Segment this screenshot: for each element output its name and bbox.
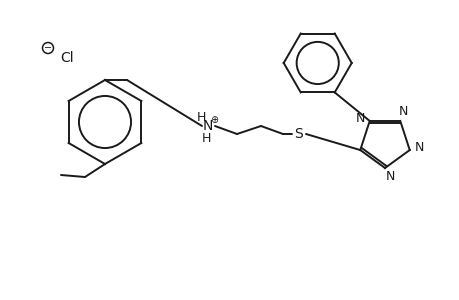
Text: H: H xyxy=(201,131,210,145)
Text: N: N xyxy=(385,169,394,182)
Text: H: H xyxy=(196,110,205,124)
Text: N: N xyxy=(202,119,213,133)
Text: ⊕: ⊕ xyxy=(210,115,218,125)
Text: N: N xyxy=(355,112,364,125)
Text: S: S xyxy=(294,127,303,141)
Text: −: − xyxy=(44,43,52,53)
Text: N: N xyxy=(398,106,407,118)
Text: Cl: Cl xyxy=(60,51,73,65)
Text: N: N xyxy=(414,140,424,154)
